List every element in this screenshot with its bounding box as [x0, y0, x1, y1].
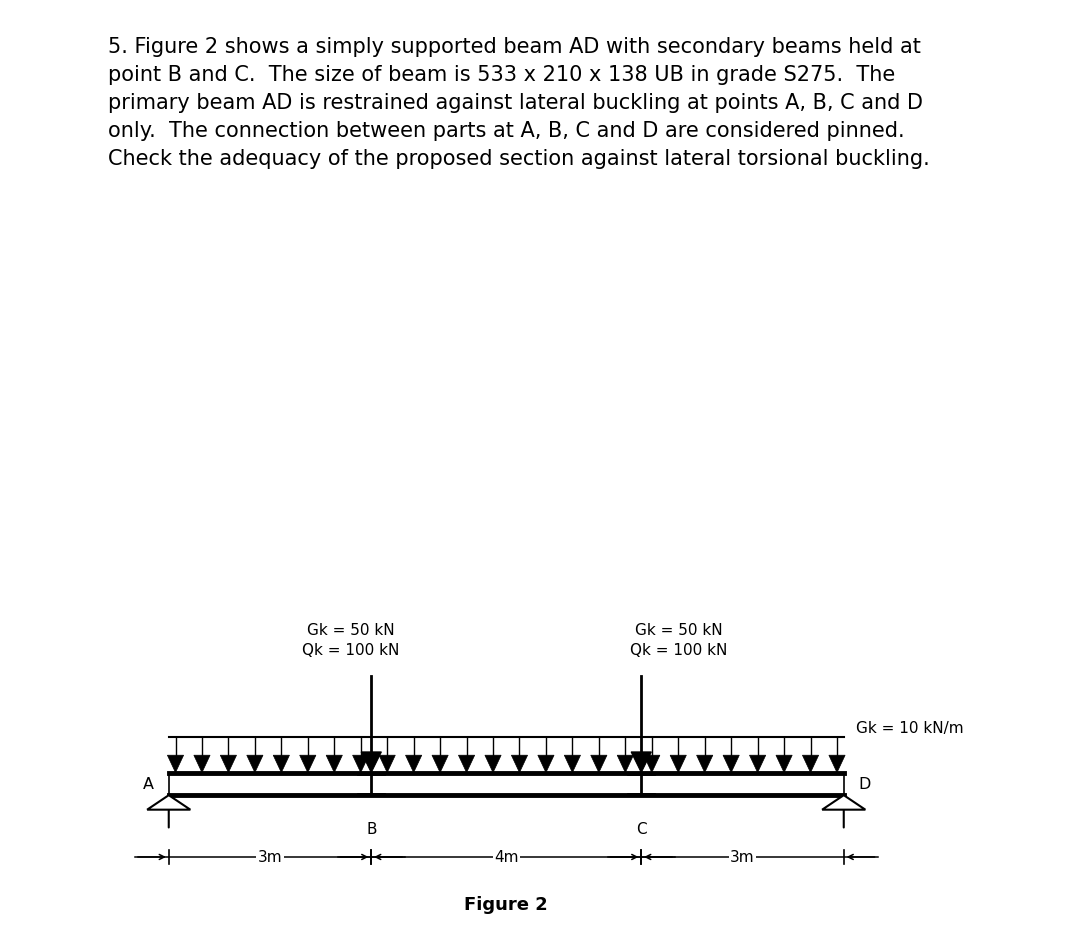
Polygon shape: [247, 756, 264, 773]
Polygon shape: [750, 756, 766, 773]
Polygon shape: [326, 756, 342, 773]
Polygon shape: [618, 756, 634, 773]
Text: 4m: 4m: [494, 849, 518, 865]
Polygon shape: [829, 756, 846, 773]
Polygon shape: [512, 756, 527, 773]
Polygon shape: [822, 795, 865, 810]
Polygon shape: [631, 752, 651, 773]
Polygon shape: [670, 756, 687, 773]
Polygon shape: [273, 756, 289, 773]
Polygon shape: [458, 756, 475, 773]
Polygon shape: [644, 756, 660, 773]
Text: 3m: 3m: [730, 849, 755, 865]
Text: Gk = 50 kN
Qk = 100 kN: Gk = 50 kN Qk = 100 kN: [630, 623, 727, 657]
Text: Figure 2: Figure 2: [464, 895, 549, 913]
Polygon shape: [352, 756, 369, 773]
Text: B: B: [366, 820, 377, 836]
Polygon shape: [167, 756, 184, 773]
Bar: [168, 773, 843, 795]
Polygon shape: [220, 756, 237, 773]
Text: 3m: 3m: [258, 849, 282, 865]
Polygon shape: [406, 756, 421, 773]
Polygon shape: [591, 756, 607, 773]
Text: 5. Figure 2 shows a simply supported beam AD with secondary beams held at
point : 5. Figure 2 shows a simply supported bea…: [108, 37, 930, 169]
Polygon shape: [564, 756, 581, 773]
Polygon shape: [724, 756, 739, 773]
Polygon shape: [775, 756, 792, 773]
Polygon shape: [147, 795, 190, 810]
Polygon shape: [194, 756, 210, 773]
Polygon shape: [485, 756, 501, 773]
Polygon shape: [538, 756, 554, 773]
Text: Gk = 10 kN/m: Gk = 10 kN/m: [855, 720, 963, 735]
Text: Gk = 50 kN
Qk = 100 kN: Gk = 50 kN Qk = 100 kN: [302, 623, 400, 657]
Polygon shape: [379, 756, 395, 773]
Polygon shape: [802, 756, 819, 773]
Text: A: A: [143, 777, 154, 792]
Polygon shape: [361, 752, 381, 773]
Text: D: D: [859, 777, 870, 792]
Polygon shape: [697, 756, 713, 773]
Polygon shape: [432, 756, 448, 773]
Text: C: C: [636, 820, 647, 836]
Polygon shape: [300, 756, 315, 773]
